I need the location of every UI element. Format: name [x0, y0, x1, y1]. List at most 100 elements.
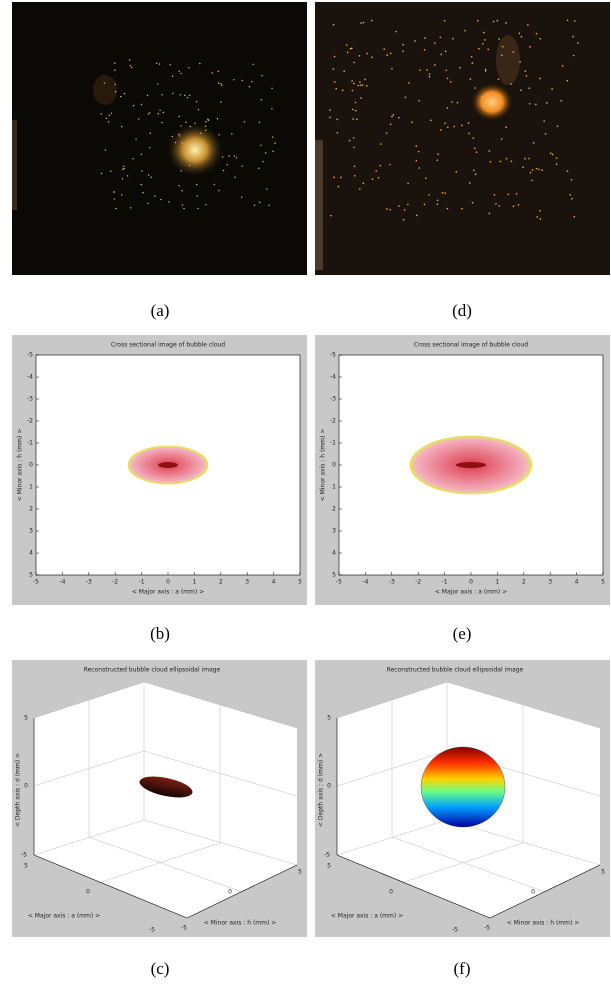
speckle: [386, 208, 388, 210]
speckle: [220, 83, 221, 84]
speckle: [518, 204, 520, 206]
speckle: [472, 62, 474, 64]
speckle: [434, 42, 436, 44]
y-tick-label: -5: [484, 925, 490, 932]
speckle: [159, 110, 160, 111]
speckle: [366, 85, 368, 87]
speckle: [541, 169, 543, 171]
speckle: [447, 107, 449, 109]
panel-label: (b): [150, 624, 170, 643]
speckle: [487, 93, 489, 95]
x-tick-label: 0: [166, 579, 170, 586]
speckle: [141, 153, 142, 154]
speckle: [495, 203, 497, 205]
speckle: [375, 170, 377, 172]
speckle: [391, 68, 393, 70]
speckle: [110, 171, 111, 172]
y-tick-label: 5: [601, 869, 605, 876]
speckle: [180, 94, 181, 95]
speckle: [488, 150, 490, 152]
speckle: [546, 102, 548, 104]
speckle: [386, 54, 388, 56]
speckle: [180, 73, 181, 74]
y-axis-label: < Minor axis : h (mm) >: [204, 920, 277, 927]
speckle: [188, 67, 189, 68]
speckle: [371, 56, 373, 58]
speckle: [505, 22, 507, 24]
speckle: [430, 119, 432, 121]
speckle: [115, 84, 116, 85]
speckle: [429, 76, 431, 78]
speckle: [179, 135, 180, 136]
speckle: [104, 82, 105, 83]
speckle: [181, 170, 182, 171]
speckle: [175, 142, 176, 143]
speckle: [360, 22, 362, 24]
y-tick-label: 0: [228, 889, 232, 896]
speckle: [557, 125, 559, 127]
speckle: [346, 44, 348, 46]
speckle: [261, 99, 262, 100]
y-tick-label: -1: [27, 440, 33, 447]
speckle: [359, 55, 361, 57]
speckle: [567, 20, 569, 22]
speckle: [459, 67, 461, 69]
speckle: [205, 121, 206, 122]
speckle: [249, 86, 250, 87]
speckle: [474, 148, 476, 150]
speckle: [147, 95, 148, 96]
x-tick-label: 0: [86, 889, 90, 896]
y-axis-label: < Minor axis : h (mm) >: [17, 429, 24, 502]
speckle: [335, 88, 337, 90]
speckle: [403, 219, 405, 221]
speckle: [350, 48, 352, 50]
speckle: [200, 132, 201, 133]
speckle: [447, 78, 449, 80]
speckle: [159, 63, 160, 64]
speckle: [483, 105, 485, 107]
speckle: [524, 158, 526, 160]
z-axis-label: < Depth axis : d (mm) >: [318, 753, 325, 827]
speckle: [218, 190, 219, 191]
speckle: [533, 142, 535, 144]
speckle: [508, 194, 510, 196]
panel-label: (f): [454, 959, 471, 978]
speckle: [461, 125, 463, 127]
z-tick-label: 0: [24, 783, 28, 790]
x-tick-label: -4: [362, 579, 368, 586]
speckle: [398, 117, 400, 119]
x-axis-label: < Major axis : a (mm) >: [435, 589, 507, 596]
speckle: [471, 56, 473, 58]
speckle: [241, 197, 242, 198]
speckle: [436, 159, 438, 161]
speckle: [168, 201, 169, 202]
speckle: [218, 71, 219, 72]
bubble-core: [158, 462, 178, 468]
speckle: [482, 96, 484, 98]
speckle: [411, 121, 413, 123]
speckle: [470, 78, 472, 80]
speckle: [196, 101, 197, 102]
speckle: [359, 81, 361, 83]
speckle: [522, 166, 524, 168]
speckle: [571, 179, 573, 181]
speckle: [178, 116, 179, 117]
speckle: [395, 31, 397, 33]
speckle: [512, 51, 514, 53]
speckle: [274, 143, 275, 144]
speckle: [198, 109, 199, 110]
speckle: [227, 164, 228, 165]
speckle: [472, 137, 474, 139]
speckle: [572, 36, 574, 38]
speckle: [352, 90, 354, 92]
y-tick-label: -5: [181, 925, 187, 932]
speckle: [567, 170, 569, 172]
speckle: [106, 118, 107, 119]
speckle: [424, 49, 426, 51]
speckle: [205, 125, 206, 126]
speckle: [453, 126, 455, 128]
speckle: [445, 69, 447, 71]
x-tick-label: 5: [601, 579, 605, 586]
speckle: [389, 209, 391, 211]
speckle: [494, 194, 496, 196]
